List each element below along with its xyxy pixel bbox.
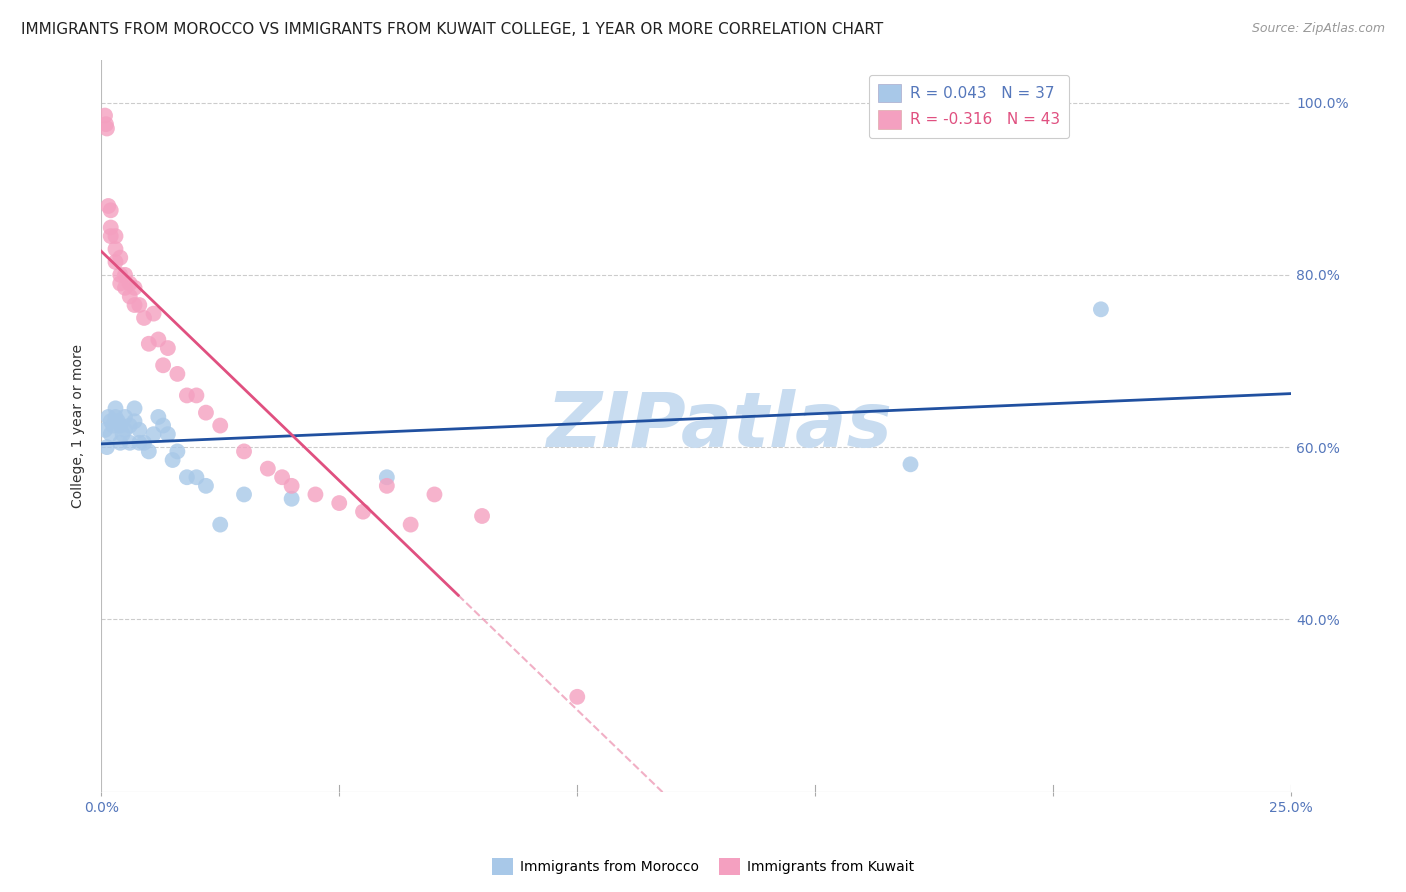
Point bbox=[399, 517, 422, 532]
Point bbox=[110, 268, 132, 282]
Point bbox=[94, 423, 117, 437]
Point bbox=[114, 423, 136, 437]
Point bbox=[104, 255, 127, 269]
Point bbox=[567, 690, 589, 704]
Point bbox=[100, 203, 122, 218]
Point bbox=[375, 479, 398, 493]
Point bbox=[142, 427, 165, 442]
Point bbox=[101, 418, 124, 433]
Point bbox=[96, 440, 118, 454]
Point bbox=[118, 418, 141, 433]
Point bbox=[118, 289, 141, 303]
Point bbox=[107, 414, 129, 428]
Point bbox=[124, 298, 146, 312]
Point bbox=[110, 418, 132, 433]
Text: IMMIGRANTS FROM MOROCCO VS IMMIGRANTS FROM KUWAIT COLLEGE, 1 YEAR OR MORE CORREL: IMMIGRANTS FROM MOROCCO VS IMMIGRANTS FR… bbox=[21, 22, 883, 37]
Point bbox=[280, 479, 302, 493]
Point bbox=[471, 508, 494, 523]
Point bbox=[104, 229, 127, 244]
Point bbox=[110, 251, 132, 265]
Point bbox=[114, 409, 136, 424]
Point bbox=[166, 367, 188, 381]
Point bbox=[156, 341, 179, 355]
Point bbox=[209, 517, 232, 532]
Point bbox=[280, 491, 302, 506]
Point bbox=[148, 409, 170, 424]
Point bbox=[100, 229, 122, 244]
Point bbox=[138, 444, 160, 458]
Point bbox=[423, 487, 446, 501]
Point bbox=[132, 310, 155, 325]
Point bbox=[124, 281, 146, 295]
Point bbox=[304, 487, 326, 501]
Point bbox=[118, 435, 141, 450]
Point bbox=[104, 409, 127, 424]
Point bbox=[110, 277, 132, 291]
Point bbox=[375, 470, 398, 484]
Point bbox=[100, 414, 122, 428]
Point bbox=[186, 388, 208, 402]
Point bbox=[271, 470, 294, 484]
Point bbox=[152, 418, 174, 433]
Point bbox=[100, 427, 122, 442]
Point bbox=[104, 401, 127, 416]
Legend: R = 0.043   N = 37, R = -0.316   N = 43: R = 0.043 N = 37, R = -0.316 N = 43 bbox=[869, 75, 1070, 137]
Point bbox=[352, 505, 374, 519]
Point bbox=[114, 268, 136, 282]
Point bbox=[104, 242, 127, 256]
Point bbox=[156, 427, 179, 442]
Point bbox=[128, 298, 150, 312]
Point bbox=[209, 418, 232, 433]
Point bbox=[138, 336, 160, 351]
Point bbox=[118, 277, 141, 291]
Point bbox=[96, 121, 118, 136]
Text: ZIPatlas: ZIPatlas bbox=[547, 389, 893, 463]
Point bbox=[148, 333, 170, 347]
Point bbox=[162, 453, 184, 467]
Point bbox=[124, 401, 146, 416]
Point bbox=[128, 423, 150, 437]
Point bbox=[328, 496, 350, 510]
Point bbox=[114, 281, 136, 295]
Point bbox=[152, 359, 174, 373]
Point bbox=[186, 470, 208, 484]
Point bbox=[97, 199, 120, 213]
Legend: Immigrants from Morocco, Immigrants from Kuwait: Immigrants from Morocco, Immigrants from… bbox=[486, 853, 920, 880]
Text: Source: ZipAtlas.com: Source: ZipAtlas.com bbox=[1251, 22, 1385, 36]
Point bbox=[94, 109, 117, 123]
Point bbox=[128, 435, 150, 450]
Point bbox=[97, 409, 120, 424]
Point bbox=[176, 388, 198, 402]
Point bbox=[166, 444, 188, 458]
Point bbox=[111, 427, 134, 442]
Point bbox=[900, 458, 922, 472]
Point bbox=[124, 414, 146, 428]
Point bbox=[194, 479, 217, 493]
Point bbox=[110, 435, 132, 450]
Point bbox=[94, 117, 117, 131]
Point bbox=[194, 406, 217, 420]
Point bbox=[176, 470, 198, 484]
Point bbox=[1090, 302, 1112, 317]
Y-axis label: College, 1 year or more: College, 1 year or more bbox=[72, 343, 86, 508]
Point bbox=[256, 461, 278, 475]
Point bbox=[233, 487, 256, 501]
Point bbox=[233, 444, 256, 458]
Point bbox=[100, 220, 122, 235]
Point bbox=[132, 435, 155, 450]
Point bbox=[142, 307, 165, 321]
